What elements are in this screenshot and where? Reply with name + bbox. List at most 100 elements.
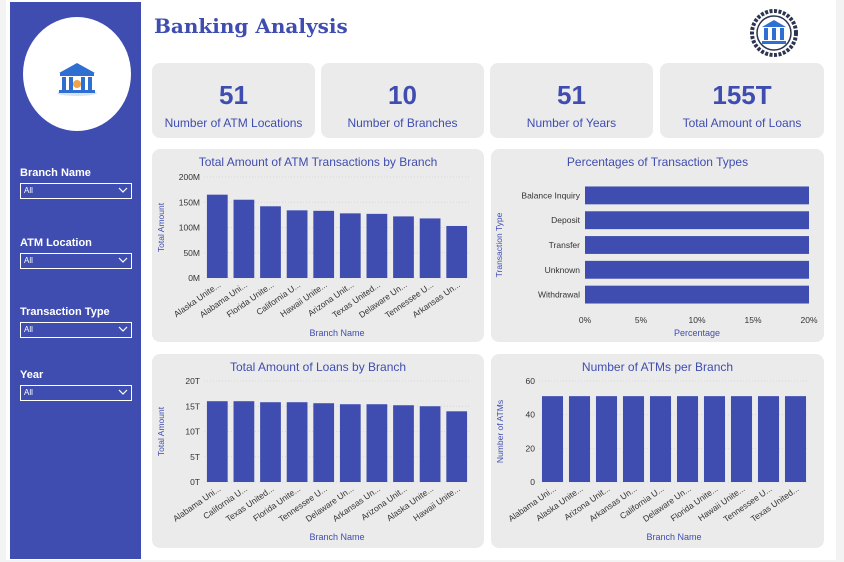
bar: [366, 404, 388, 482]
kpi-card-branches: 10 Number of Branches: [321, 63, 484, 138]
bar: [393, 405, 414, 482]
y-axis-label: Number of ATMs: [495, 400, 505, 463]
filter-label: Branch Name: [20, 167, 91, 179]
bar: [595, 396, 618, 482]
bar: [366, 213, 388, 278]
branch-name-dropdown[interactable]: All: [20, 183, 132, 199]
chevron-down-icon: [118, 389, 128, 395]
y-tick-label: 40: [526, 410, 536, 420]
transaction-types-chart-panel: Percentages of Transaction Types 0% 5% 10%…: [491, 149, 824, 342]
y-axis-label: Total Amount: [156, 406, 166, 456]
y-tick-label: Deposit: [551, 215, 580, 225]
y-tick-label: 0: [530, 477, 535, 487]
atms-per-branch-chart-panel: Number of ATMs per Branch 0 20 40 60 Alabama…: [491, 354, 824, 548]
atm-location-dropdown[interactable]: All: [20, 253, 132, 269]
bar: [260, 402, 281, 482]
x-tick-label: 15%: [744, 315, 761, 325]
kpi-card-years: 51 Number of Years: [490, 63, 653, 138]
bar: [446, 411, 468, 482]
page-title: Banking Analysis: [154, 14, 348, 38]
chevron-down-icon: [118, 326, 128, 332]
y-tick-label: Withdrawal: [538, 290, 580, 300]
bank-icon: [750, 9, 798, 57]
y-tick-label: 20T: [185, 376, 200, 386]
dropdown-value: All: [24, 256, 33, 265]
x-tick-label: 20%: [800, 315, 817, 325]
year-dropdown[interactable]: All: [20, 385, 132, 401]
filter-label: ATM Location: [20, 237, 92, 249]
y-tick-label: 0T: [190, 477, 200, 487]
x-axis-label: Percentage: [674, 328, 720, 338]
x-tick-label: 5%: [635, 315, 648, 325]
y-tick-label: 0M: [188, 273, 200, 283]
bar: [676, 396, 699, 482]
y-tick-label: 200M: [179, 172, 200, 182]
filter-atm-location: ATM Location All: [20, 237, 132, 269]
kpi-value: 10: [388, 80, 417, 110]
filter-label: Year: [20, 369, 44, 381]
bar: [585, 211, 809, 230]
bar: [313, 210, 335, 278]
y-tick-label: 5T: [190, 452, 200, 462]
loans-chart-panel: Total Amount of Loans by Branch 0T 5T 10T 1…: [152, 354, 484, 548]
x-tick-label: Texas United...: [749, 483, 801, 523]
chart-title: Number of ATMs per Branch: [581, 360, 734, 374]
chart-title: Percentages of Transaction Types: [566, 155, 749, 169]
kpi-label: Total Amount of Loans: [682, 116, 802, 130]
y-axis-label: Total Amount: [156, 202, 166, 252]
kpi-label: Number of ATM Locations: [164, 116, 303, 130]
bar: [585, 186, 809, 205]
x-axis-label: Branch Name: [309, 532, 364, 542]
bar: [585, 285, 809, 304]
bar: [206, 194, 228, 278]
bank-logo-icon: [57, 63, 97, 96]
bar: [313, 403, 335, 482]
filter-year: Year All: [20, 369, 132, 401]
chevron-down-icon: [118, 187, 128, 193]
kpi-card-atm-locations: 51 Number of ATM Locations: [152, 63, 315, 138]
logo-circle: [23, 17, 131, 131]
dropdown-value: All: [24, 388, 33, 397]
bar: [622, 396, 645, 482]
filter-transaction-type: Transaction Type All: [20, 306, 132, 338]
y-tick-label: 20: [526, 443, 536, 453]
kpi-label: Number of Branches: [347, 116, 458, 130]
y-tick-label: 150M: [179, 197, 200, 207]
bar: [703, 396, 726, 482]
y-tick-label: 100M: [179, 223, 200, 233]
bar: [568, 396, 591, 482]
bar: [649, 396, 672, 482]
bar: [585, 236, 809, 254]
y-tick-label: Balance Inquiry: [521, 190, 580, 200]
bar: [393, 216, 414, 278]
bar: [585, 260, 809, 279]
kpi-label: Number of Years: [526, 116, 617, 130]
bar: [260, 206, 281, 278]
y-tick-label: Unknown: [545, 265, 581, 275]
bar: [339, 213, 361, 278]
x-tick-label: 10%: [688, 315, 705, 325]
dropdown-value: All: [24, 186, 33, 195]
filter-label: Transaction Type: [20, 306, 110, 318]
bar: [730, 396, 753, 482]
bar: [339, 404, 361, 482]
kpi-value: 51: [557, 80, 586, 110]
kpi-value: 51: [219, 80, 248, 110]
chart-title: Total Amount of Loans by Branch: [229, 360, 407, 374]
x-tick-label: Hawaii Unite...: [411, 483, 462, 523]
bar: [286, 402, 308, 482]
y-tick-label: Transfer: [549, 240, 581, 250]
kpi-value: 155T: [712, 80, 772, 110]
bar: [541, 396, 564, 482]
bar: [419, 218, 441, 278]
bar: [784, 396, 807, 482]
filter-branch-name: Branch Name All: [20, 167, 132, 199]
transaction-type-dropdown[interactable]: All: [20, 322, 132, 338]
bar: [446, 225, 468, 278]
bar: [233, 199, 255, 278]
x-axis-label: Branch Name: [646, 532, 701, 542]
bar: [206, 401, 228, 482]
x-tick-label: 0%: [579, 315, 592, 325]
y-tick-label: 60: [526, 376, 536, 386]
